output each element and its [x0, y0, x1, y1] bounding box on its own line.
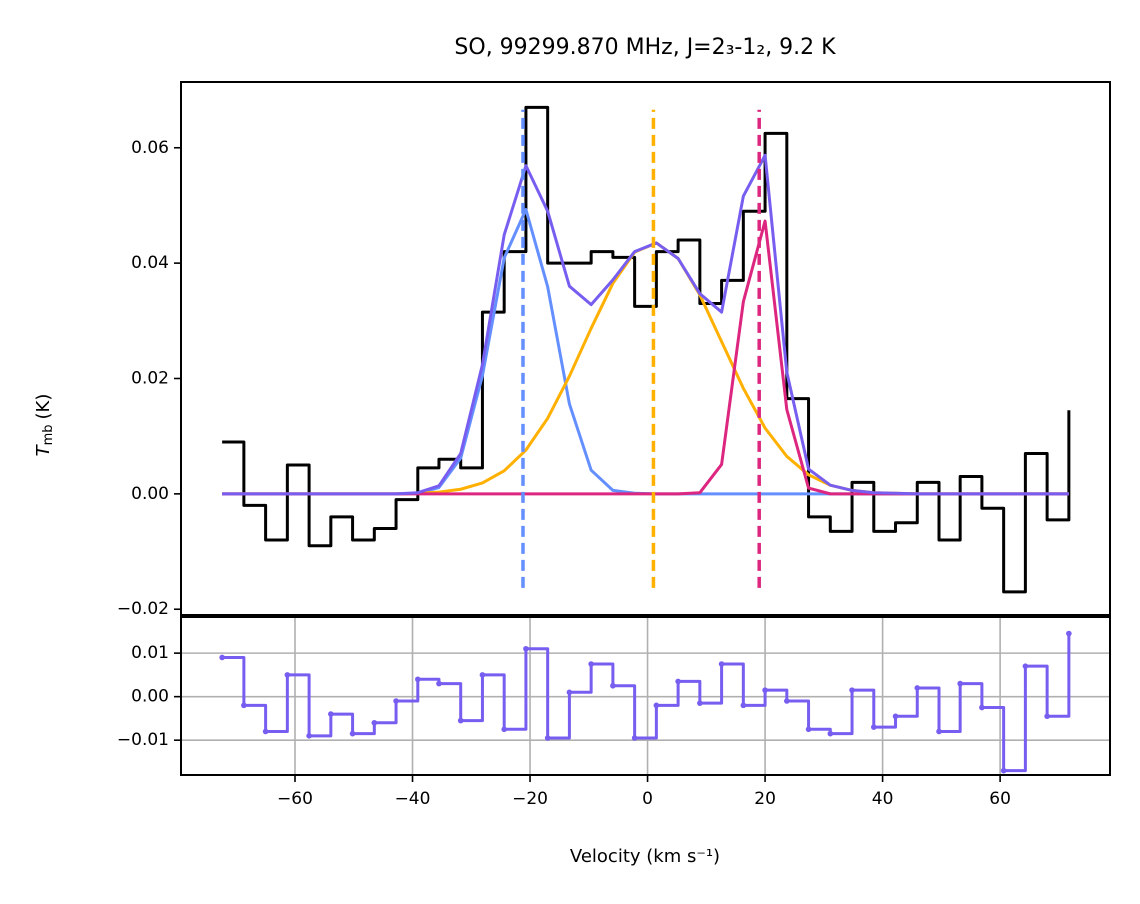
data-point	[697, 700, 703, 706]
data-point	[523, 645, 529, 652]
x-tick-label: −20	[512, 789, 548, 809]
data-point	[588, 661, 594, 667]
axes-frame	[180, 81, 1111, 616]
data-point	[1000, 767, 1007, 774]
axes-frame	[180, 616, 1111, 776]
y-tick-label: −0.01	[117, 730, 169, 750]
data-point	[1022, 663, 1029, 669]
y-axis-label: Tmb (K)	[33, 394, 56, 457]
data-point	[892, 713, 899, 720]
data-point	[827, 730, 834, 737]
data-point	[805, 726, 812, 733]
y-tick-label: 0.06	[131, 138, 169, 158]
x-tick-label: 40	[872, 789, 894, 809]
data-point	[544, 735, 551, 741]
data-point	[631, 735, 638, 741]
data-point	[501, 726, 507, 733]
series-line	[222, 153, 1069, 496]
data-point	[675, 678, 681, 685]
y-tick-label: 0.00	[131, 484, 169, 504]
data-point	[349, 730, 356, 737]
y-tick-label: −0.02	[117, 599, 169, 619]
data-point	[1044, 713, 1050, 720]
series-line	[222, 633, 1071, 773]
y-label-symbol: T	[33, 443, 54, 456]
data-point	[457, 717, 464, 724]
data-point	[241, 702, 247, 709]
data-point	[284, 672, 291, 678]
x-tick-label: 20	[754, 789, 776, 809]
x-axis-label: Velocity (km s⁻¹)	[570, 846, 720, 867]
data-point	[914, 685, 921, 691]
data-point	[784, 698, 790, 704]
data-point	[371, 719, 378, 726]
y-label-unit: (K)	[33, 394, 54, 420]
plot-area	[222, 105, 1071, 594]
y-tick-label: 0.01	[131, 643, 169, 663]
chart-title: SO, 99299.870 MHz, J=2₃-1₂, 9.2 K	[454, 35, 836, 60]
y-tick-label: 0.04	[131, 253, 169, 273]
data-point	[762, 687, 768, 693]
data-point	[718, 661, 725, 667]
data-point	[849, 687, 855, 693]
plot-area	[219, 630, 1072, 774]
data-point	[566, 689, 573, 696]
data-point	[306, 733, 312, 739]
data-point	[415, 676, 421, 683]
data-point	[870, 724, 877, 730]
series-line	[222, 105, 1071, 594]
data-point	[1066, 630, 1072, 637]
x-tick-label: 60	[989, 789, 1011, 809]
data-point	[393, 698, 399, 704]
data-point	[979, 704, 985, 711]
data-point	[262, 728, 269, 735]
y-tick-label: 0.00	[131, 687, 169, 707]
data-point	[740, 702, 747, 709]
data-point	[936, 728, 942, 735]
data-point	[653, 702, 660, 709]
data-point	[219, 654, 225, 661]
x-tick-label: 0	[642, 789, 653, 809]
data-point	[479, 672, 486, 678]
data-point	[328, 711, 334, 717]
data-point	[610, 682, 616, 689]
y-label-subscript: mb	[41, 424, 56, 445]
y-tick-label: 0.02	[131, 368, 169, 388]
data-point	[436, 680, 442, 687]
x-tick-label: −60	[277, 789, 313, 809]
x-tick-label: −40	[395, 789, 431, 809]
data-point	[957, 680, 963, 687]
